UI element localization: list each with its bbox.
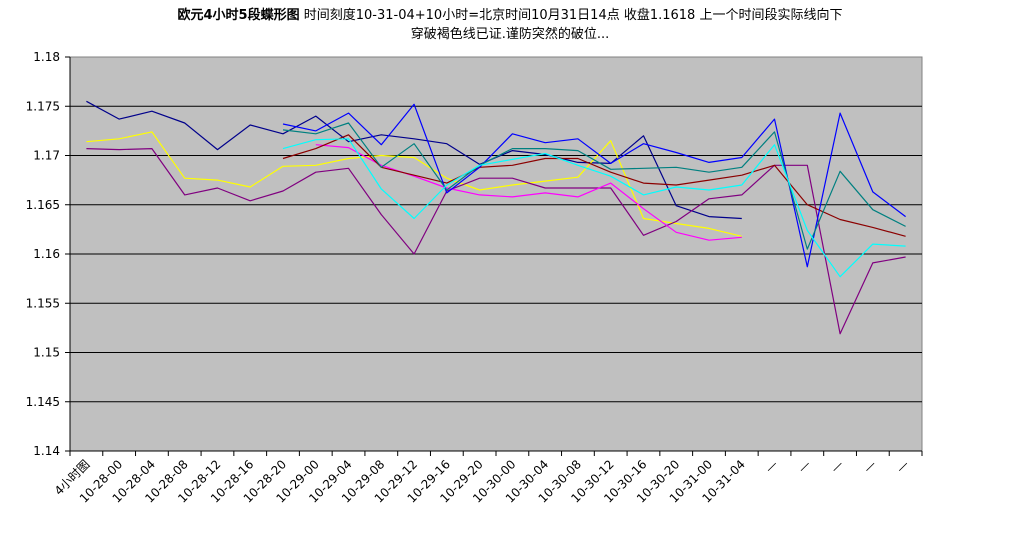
x-tick-label: — [861, 457, 879, 475]
chart-subtitle-line-1: 时间刻度10-31-04+10小时=北京时间10月31日14点 收盘1.1618… [303, 8, 843, 23]
y-tick-label: 1.155 [26, 296, 60, 310]
chart-subtitle-line-2: 穿破褐色线已证.谨防突然的破位... [410, 27, 610, 42]
gridlines [70, 105, 922, 403]
y-tick-label: 1.18 [33, 50, 60, 64]
y-tick-label: 1.17 [33, 149, 60, 163]
chart-title-line-1: 欧元4小时5段蝶形图 时间刻度10-31-04+10小时=北京时间10月31日1… [0, 6, 1020, 25]
series-line-1 [86, 100, 742, 220]
x-tick-label: — [795, 457, 813, 475]
x-tick-label: — [762, 457, 780, 475]
series-line-7 [282, 122, 906, 250]
x-tick-label: — [828, 457, 846, 475]
series-line-2 [86, 131, 742, 237]
x-tick-label: — [893, 457, 911, 475]
series-line-3 [86, 148, 906, 335]
chart-title-block: 欧元4小时5段蝶形图 时间刻度10-31-04+10小时=北京时间10月31日1… [0, 6, 1020, 44]
y-tick-label: 1.165 [26, 198, 60, 212]
y-tick-label: 1.145 [26, 395, 60, 409]
y-tick-label: 1.175 [26, 99, 60, 113]
series-lines [86, 100, 906, 335]
y-axis: 1.14 1.145 1.15 1.155 1.16 1.165 1.17 1.175 1.18 [26, 50, 71, 458]
y-tick-label: 1.16 [33, 247, 60, 261]
series-line-4 [315, 144, 742, 241]
series-line-6 [282, 103, 906, 268]
y-tick-label: 1.14 [33, 444, 60, 458]
series-line-8 [282, 138, 906, 278]
y-tick-label: 1.15 [33, 346, 60, 360]
series-line-5 [282, 134, 906, 237]
chart-title: 欧元4小时5段蝶形图 [177, 8, 300, 23]
x-axis: 4小时图10-28-0010-28-0410-28-0810-28-1210-2… [52, 450, 923, 506]
